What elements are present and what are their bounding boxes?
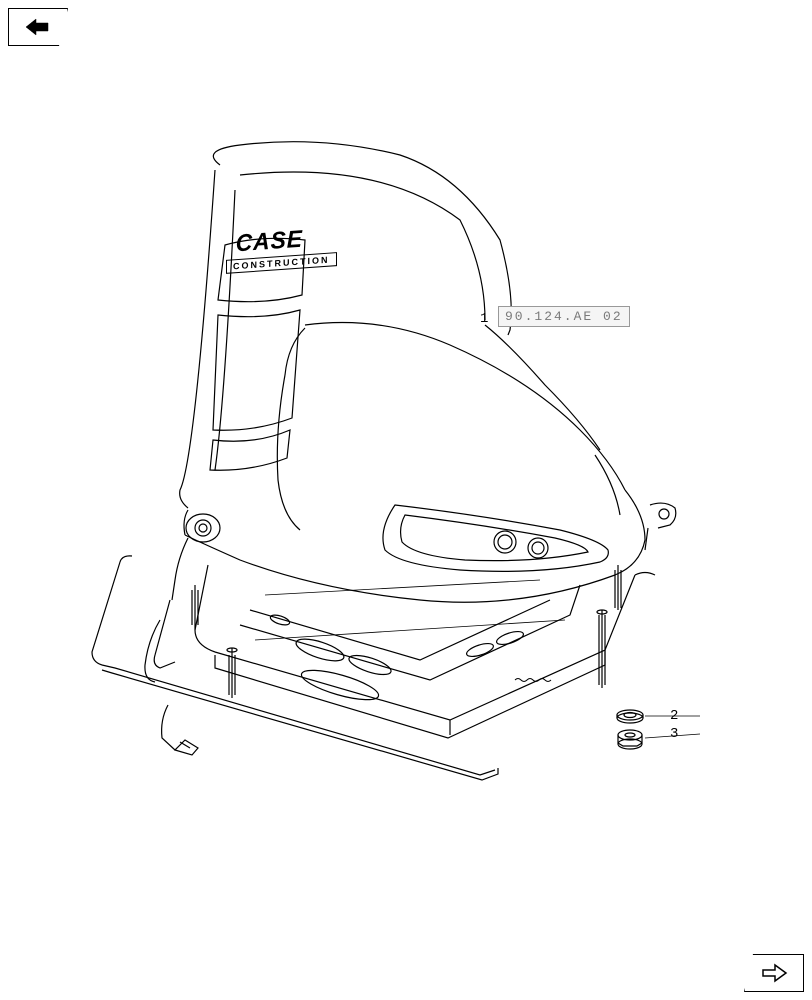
- callout-2: 2: [670, 708, 678, 724]
- callout-3: 3: [670, 726, 678, 742]
- nav-forward-button[interactable]: [744, 954, 804, 992]
- nut-part: [618, 730, 642, 749]
- brand-logo: CASE: [236, 226, 303, 259]
- bolt-front-left: [227, 648, 237, 698]
- forward-arrow-icon: [759, 962, 789, 984]
- seat-diagram: [40, 120, 770, 870]
- bolt-front-right: [597, 610, 607, 688]
- callout-1: 1: [480, 311, 488, 327]
- bolt-back-right: [615, 565, 621, 610]
- nav-back-button[interactable]: [8, 8, 68, 46]
- reference-code: 90.124.AE 02: [498, 306, 630, 327]
- bolt-back-left: [192, 585, 198, 630]
- seat-illustration-svg: [40, 120, 770, 870]
- back-arrow-icon: [24, 17, 52, 37]
- washer-part: [617, 710, 643, 723]
